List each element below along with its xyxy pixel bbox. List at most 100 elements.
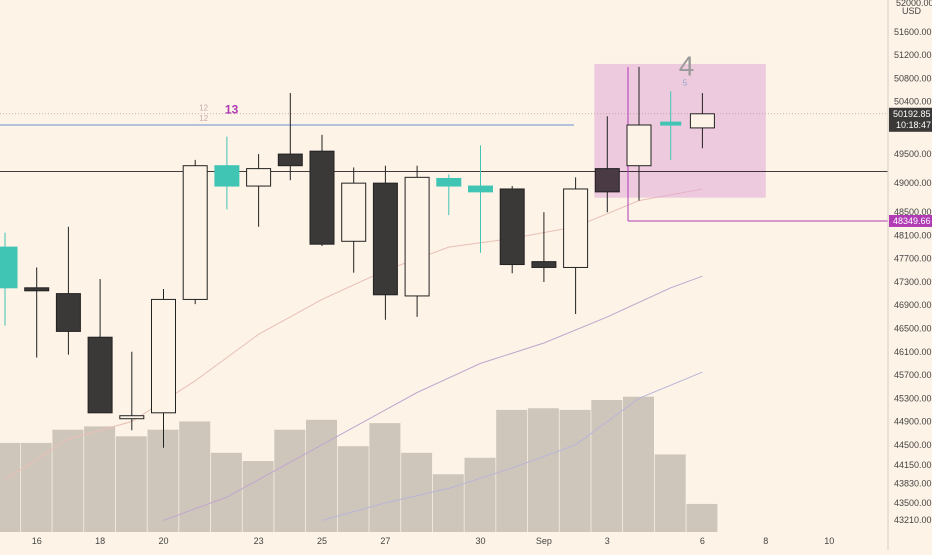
ema-medium-line	[163, 275, 703, 521]
price-tick-label: 49000.00	[894, 178, 932, 188]
candle	[87, 279, 113, 414]
volume-bar	[559, 409, 591, 532]
candle	[0, 232, 18, 326]
price-tick-label: 43210.00	[894, 515, 932, 525]
candles-layer	[0, 66, 715, 448]
candle	[277, 93, 303, 181]
price-tick-label: 43500.00	[894, 498, 932, 508]
time-tick-label: 23	[254, 536, 264, 546]
candle-body	[372, 182, 398, 296]
volume-bar	[686, 503, 718, 532]
volume-bar	[527, 408, 559, 532]
last-price-label: 50192.85	[893, 109, 931, 119]
price-tick-label: 44500.00	[894, 440, 932, 450]
time-tick-label: 16	[32, 536, 42, 546]
ema-slow-line	[321, 371, 703, 521]
count-label-13: 13	[225, 102, 239, 116]
volume-bar	[306, 419, 337, 532]
time-tick-label: 10	[824, 536, 834, 546]
candle	[182, 159, 208, 305]
time-tick-label: 6	[700, 536, 705, 546]
candle	[626, 66, 652, 201]
candle	[499, 186, 525, 274]
time-tick-label: 20	[158, 536, 168, 546]
candle-body	[214, 165, 240, 187]
candle	[246, 154, 272, 227]
price-tick-label: 48100.00	[894, 230, 932, 240]
volume-bar	[115, 436, 147, 532]
time-tick-label: 8	[763, 536, 768, 546]
price-tick-label: 43830.00	[894, 479, 932, 489]
volume-bar	[369, 423, 401, 532]
volume-bar	[432, 474, 464, 532]
time-tick-label: 25	[317, 536, 327, 546]
price-tick-label: 44150.00	[894, 460, 932, 470]
candle-body	[0, 246, 18, 289]
candle-body	[182, 165, 208, 300]
candle-body	[341, 182, 367, 242]
box-label-5: 5	[683, 78, 688, 87]
candle-body	[309, 150, 335, 245]
candle	[689, 93, 715, 149]
candle	[309, 134, 335, 246]
candle-body	[87, 336, 113, 414]
candle	[436, 174, 462, 216]
candle	[594, 116, 620, 213]
count-label-small-2: 12	[199, 114, 208, 123]
price-tick-label: 48500.00	[894, 207, 932, 217]
volume-bar	[337, 446, 369, 532]
price-tick-label: 49500.00	[894, 149, 932, 159]
candle-body	[660, 121, 682, 126]
time-tick-label: 18	[95, 536, 105, 546]
candle-body	[468, 185, 493, 193]
candle-body	[499, 188, 525, 266]
currency-label: USD	[902, 6, 922, 16]
time-tick-label: Sep	[536, 536, 552, 546]
last-price-badge	[889, 107, 932, 132]
volume-bar	[274, 429, 306, 532]
volume-bar	[179, 421, 211, 532]
volume-bar	[242, 461, 274, 532]
level-price-label: 48349.66	[893, 216, 931, 226]
candle-body	[404, 176, 430, 297]
candle	[372, 165, 398, 320]
candle	[404, 165, 430, 317]
volume-bar	[84, 426, 116, 532]
price-tick-label: 46100.00	[894, 347, 932, 357]
volume-bar	[401, 452, 433, 532]
candle-body	[626, 124, 652, 167]
price-tick-label: 47300.00	[894, 277, 932, 287]
highlight-zone	[594, 63, 766, 198]
candle-body	[594, 168, 620, 193]
highlight-zone-layer	[594, 63, 766, 198]
volume-bar	[464, 457, 496, 532]
candle	[468, 145, 493, 253]
candle	[563, 177, 589, 314]
candle	[341, 167, 367, 273]
price-tick-label: 45300.00	[894, 393, 932, 403]
volume-bar	[591, 400, 623, 532]
candle	[660, 91, 682, 160]
level-price-badge	[889, 214, 932, 227]
candle	[119, 351, 145, 431]
volume-bar	[496, 409, 528, 532]
volume-bar	[0, 442, 20, 532]
volume-layer	[0, 396, 718, 532]
volume-bar	[623, 396, 654, 532]
candle-body	[277, 153, 303, 167]
volume-bar	[210, 452, 242, 532]
candle-body	[436, 177, 462, 187]
time-tick-label: 30	[475, 536, 485, 546]
time-tick-label: 3	[605, 536, 610, 546]
price-axis-top-partial-label: 52000.00	[896, 0, 932, 8]
price-tick-label: 50400.00	[894, 97, 932, 107]
candle-body	[531, 261, 557, 268]
candle	[151, 288, 176, 448]
box-label-4: 4	[679, 51, 695, 82]
candle-body	[246, 168, 272, 187]
candle-body	[151, 298, 176, 414]
time-axis[interactable]: 16 18 20 23 25 27 30 Sep 3 6 8 10	[32, 536, 835, 546]
